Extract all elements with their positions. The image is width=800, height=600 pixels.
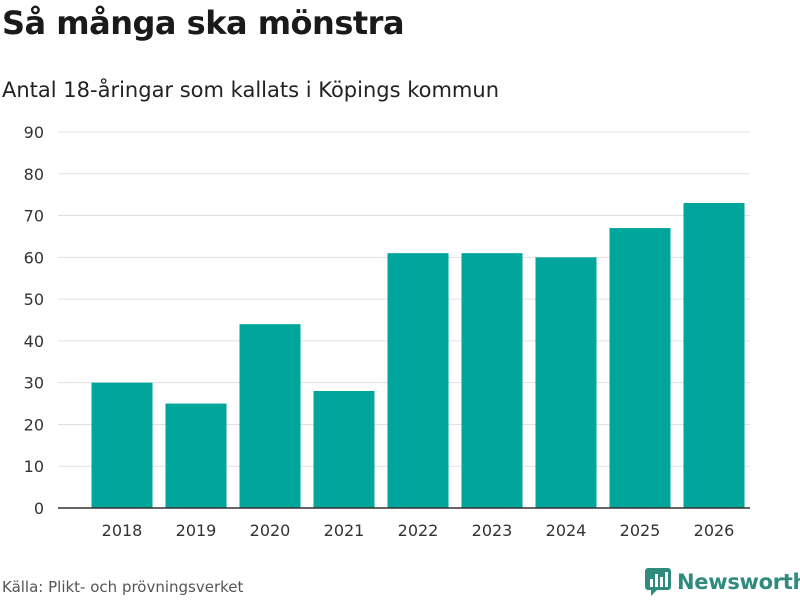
brand-name: Newsworthy [677,570,800,594]
chart-title: Så många ska mönstra [2,4,405,42]
bar-2023 [461,253,523,508]
chart-subtitle: Antal 18-åringar som kallats i Köpings k… [2,78,500,102]
x-tick-label: 2018 [102,521,143,540]
bar-2024 [535,257,597,508]
source-note: Källa: Plikt- och prövningsverket [2,578,244,596]
bar-2018 [91,382,153,508]
bars [91,203,745,509]
y-tick-label: 90 [24,123,44,142]
y-axis-ticks: 0 10 20 30 40 50 60 70 80 90 [24,123,44,518]
bar-2021 [313,391,375,508]
x-tick-label: 2020 [250,521,291,540]
y-tick-label: 40 [24,332,44,351]
x-tick-label: 2026 [694,521,735,540]
bar-chart-logo-icon [645,568,671,596]
y-tick-label: 10 [24,457,44,476]
bar-2026 [683,203,745,508]
y-tick-label: 20 [24,415,44,434]
x-tick-label: 2019 [176,521,217,540]
x-tick-label: 2022 [398,521,439,540]
bar-2020 [239,324,301,508]
x-tick-label: 2021 [324,521,365,540]
y-tick-label: 70 [24,207,44,226]
x-tick-label: 2025 [620,521,661,540]
x-tick-label: 2024 [546,521,587,540]
bar-2022 [387,253,449,508]
y-tick-label: 30 [24,374,44,393]
y-tick-label: 0 [34,499,44,518]
bar-2025 [609,228,671,509]
x-tick-label: 2023 [472,521,513,540]
y-tick-label: 80 [24,165,44,184]
x-axis-ticks: 2018 2019 2020 2021 2022 2023 2024 2025 2026 [102,521,735,540]
bar-2019 [165,403,227,508]
y-tick-label: 60 [24,248,44,267]
y-tick-label: 50 [24,290,44,309]
bar-chart: 0 10 20 30 40 50 60 70 80 90 2018 2019 2020 2021 2022… [24,123,750,540]
brand-logo: Newsworthy [645,568,800,596]
